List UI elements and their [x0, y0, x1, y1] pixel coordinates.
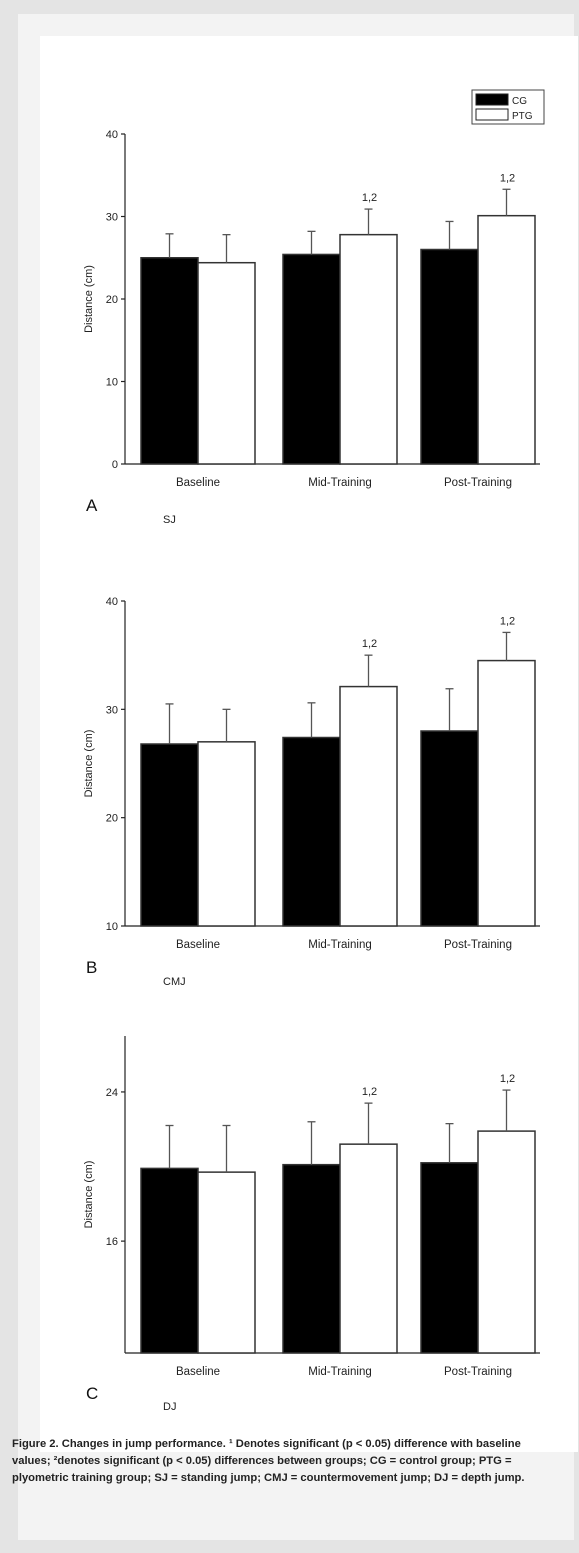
- bar-b-cg-0: [140, 743, 199, 927]
- panel-jump-label-c: DJ: [163, 1401, 176, 1413]
- y-tick-label-a: 40: [106, 129, 118, 141]
- panel-letter-b: B: [86, 958, 97, 977]
- bar-c-ptg-2: [477, 1130, 536, 1354]
- x-tick-label-c-2: Post-Training: [444, 1366, 512, 1378]
- bar-c-cg-1: [282, 1163, 341, 1354]
- x-tick-label-c-1: Mid-Training: [308, 1366, 371, 1378]
- x-tick-label-b-2: Post-Training: [444, 939, 512, 951]
- significance-label-a-2: 1,2: [500, 172, 515, 184]
- bar-a-cg-2: [420, 248, 479, 465]
- bar-a-cg-0: [140, 257, 199, 465]
- panel-jump-label-b: CMJ: [163, 976, 186, 988]
- figure-card: CG PTG 0 10 20 30 40 Distance (cm) Baseline 1,2 Mi…: [18, 14, 578, 1540]
- caption-text: Changes in jump performance. ¹ Denotes s…: [12, 1438, 525, 1484]
- y-tick-label-c: 24: [106, 1087, 118, 1099]
- figure-svg: CG PTG 0 10 20 30 40 Distance (cm) Baseline 1,2 Mi…: [83, 89, 545, 1413]
- x-tick-label-b-0: Baseline: [176, 939, 220, 951]
- figure-panel: CG PTG 0 10 20 30 40 Distance (cm) Baseline 1,2 Mi…: [40, 36, 578, 1452]
- significance-label-b-2: 1,2: [500, 615, 515, 627]
- significance-label-a-1: 1,2: [362, 192, 377, 204]
- y-tick-label-c: 16: [106, 1236, 118, 1248]
- bar-c-ptg-1: [339, 1143, 398, 1354]
- y-axis-label-a: Distance (cm): [83, 265, 95, 333]
- bar-a-cg-1: [282, 253, 341, 465]
- y-tick-label-b: 20: [106, 813, 118, 825]
- bar-b-ptg-0: [197, 741, 256, 927]
- x-tick-label-a-2: Post-Training: [444, 477, 512, 489]
- panel-letter-a: A: [86, 496, 98, 515]
- x-tick-label-a-0: Baseline: [176, 477, 220, 489]
- y-tick-label-a: 20: [106, 294, 118, 306]
- significance-label-c-1: 1,2: [362, 1086, 377, 1098]
- x-tick-label-a-1: Mid-Training: [308, 477, 371, 489]
- y-axis-label-c: Distance (cm): [83, 1161, 95, 1229]
- bar-c-cg-2: [420, 1162, 479, 1354]
- legend-label-ptg: PTG: [512, 111, 533, 122]
- y-tick-label-a: 0: [112, 459, 118, 471]
- panel-jump-label-a: SJ: [163, 514, 176, 526]
- y-tick-label-b: 40: [106, 596, 118, 608]
- bar-b-cg-1: [282, 736, 341, 927]
- legend-label-cg: CG: [512, 96, 527, 107]
- bar-b-cg-2: [420, 730, 479, 927]
- figure-caption: Figure 2. Changes in jump performance. ¹…: [12, 1436, 560, 1487]
- bar-a-ptg-1: [339, 233, 398, 465]
- y-tick-label-b: 30: [106, 704, 118, 716]
- x-tick-label-b-1: Mid-Training: [308, 939, 371, 951]
- bar-c-cg-0: [140, 1167, 199, 1354]
- bar-b-ptg-2: [477, 659, 536, 927]
- legend-swatch-cg: [475, 93, 509, 106]
- significance-label-c-2: 1,2: [500, 1073, 515, 1085]
- caption-lead: Figure 2.: [12, 1438, 59, 1450]
- bar-a-ptg-0: [197, 261, 256, 465]
- legend-swatch-ptg: [475, 108, 509, 121]
- significance-label-b-1: 1,2: [362, 638, 377, 650]
- x-tick-label-c-0: Baseline: [176, 1366, 220, 1378]
- bar-a-ptg-2: [477, 214, 536, 465]
- bar-b-ptg-1: [339, 685, 398, 927]
- y-tick-label-a: 10: [106, 377, 118, 389]
- y-tick-label-b: 10: [106, 921, 118, 933]
- bar-c-ptg-0: [197, 1171, 256, 1354]
- panel-letter-c: C: [86, 1384, 98, 1403]
- y-axis-label-b: Distance (cm): [83, 730, 95, 798]
- y-tick-label-a: 30: [106, 212, 118, 224]
